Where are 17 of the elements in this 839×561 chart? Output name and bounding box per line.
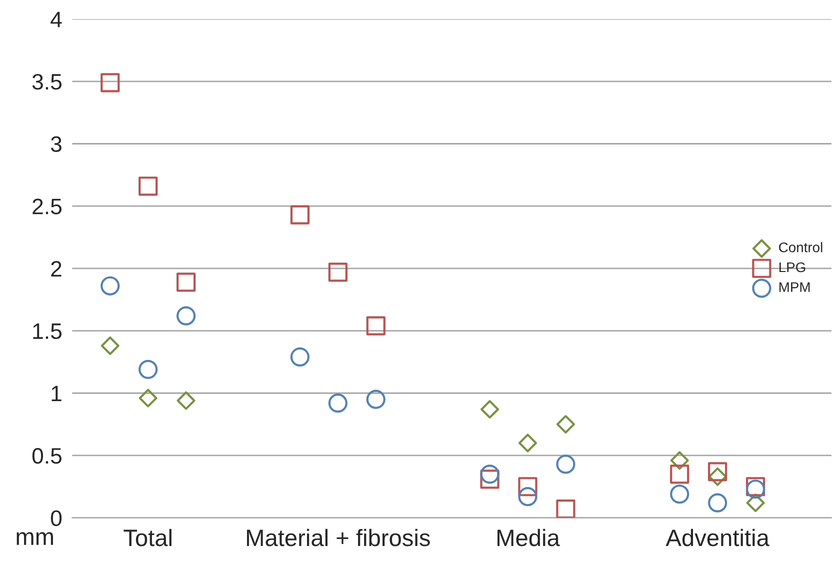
legend-label: Control: [779, 242, 822, 252]
y-tick-label: 0: [50, 510, 62, 526]
x-tick-label: Media: [498, 528, 560, 546]
legend-label: LPG: [779, 262, 806, 272]
x-tick-label: Material + fibrosis: [247, 528, 430, 546]
y-tick-label: 3: [50, 136, 62, 152]
y-tick-label: 3.5: [32, 74, 62, 90]
y-tick-label: 1: [52, 386, 62, 402]
y-tick-label: 2.5: [32, 198, 62, 214]
x-tick-label: Adventitia: [666, 528, 770, 546]
y-axis-title: mm: [16, 532, 53, 545]
y-tick-label: 1.5: [33, 324, 62, 340]
legend-label: MPM: [779, 282, 810, 292]
x-tick-label: Total: [124, 528, 172, 546]
y-tick-label: 0.5: [32, 448, 62, 464]
y-tick-label: 2: [51, 260, 62, 276]
y-tick-label: 4: [50, 12, 62, 28]
